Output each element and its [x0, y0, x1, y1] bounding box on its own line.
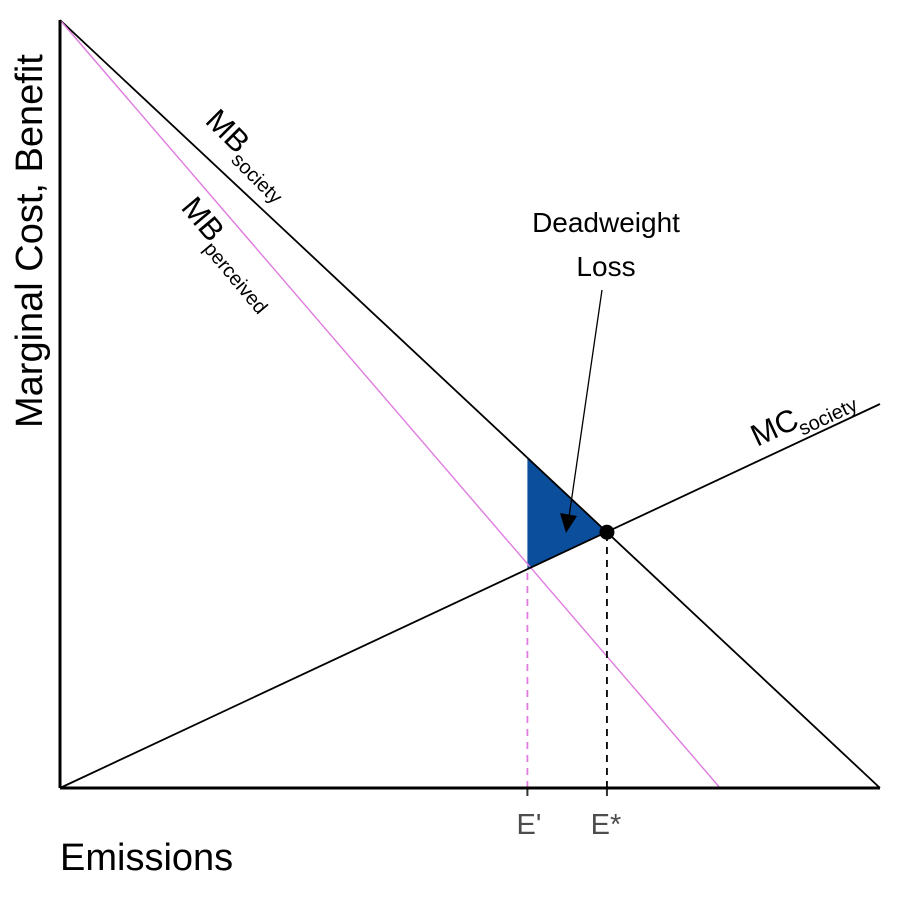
curve-label-mb-society-main: MB	[199, 102, 257, 160]
curve-label-mc-society-sub: society	[795, 394, 861, 440]
curve-label-mb-perceived-main: MB	[175, 190, 232, 248]
deadweight-loss-label-line1: Deadweight	[532, 207, 680, 238]
curve-label-mb-society-sub: society	[227, 149, 287, 209]
deadweight-loss-arrow-shaft	[568, 289, 603, 518]
curve-label-mb-perceived: MB perceived	[175, 190, 272, 319]
curve-label-mc-society: MC society	[745, 394, 861, 453]
deadweight-loss-triangle	[527, 457, 607, 570]
tick-label-e-star: E*	[591, 809, 622, 841]
x-axis-label: Emissions	[60, 837, 233, 879]
series-line-mb-society	[59, 19, 881, 789]
curve-label-mb-perceived-sub: perceived	[199, 238, 272, 319]
equilibrium-point	[599, 524, 615, 540]
deadweight-loss-label-line2: Loss	[576, 251, 635, 282]
series-line-mb-perceived	[59, 19, 721, 789]
tick-label-e-prime: E'	[517, 809, 542, 841]
curve-label-mb-society: MB society	[199, 102, 287, 209]
curve-label-mc-society-main: MC	[745, 401, 803, 453]
deadweight-loss-arrow-head	[560, 513, 577, 533]
y-axis-label: Marginal Cost, Benefit	[9, 54, 51, 428]
series-line-mc-society	[59, 403, 881, 789]
